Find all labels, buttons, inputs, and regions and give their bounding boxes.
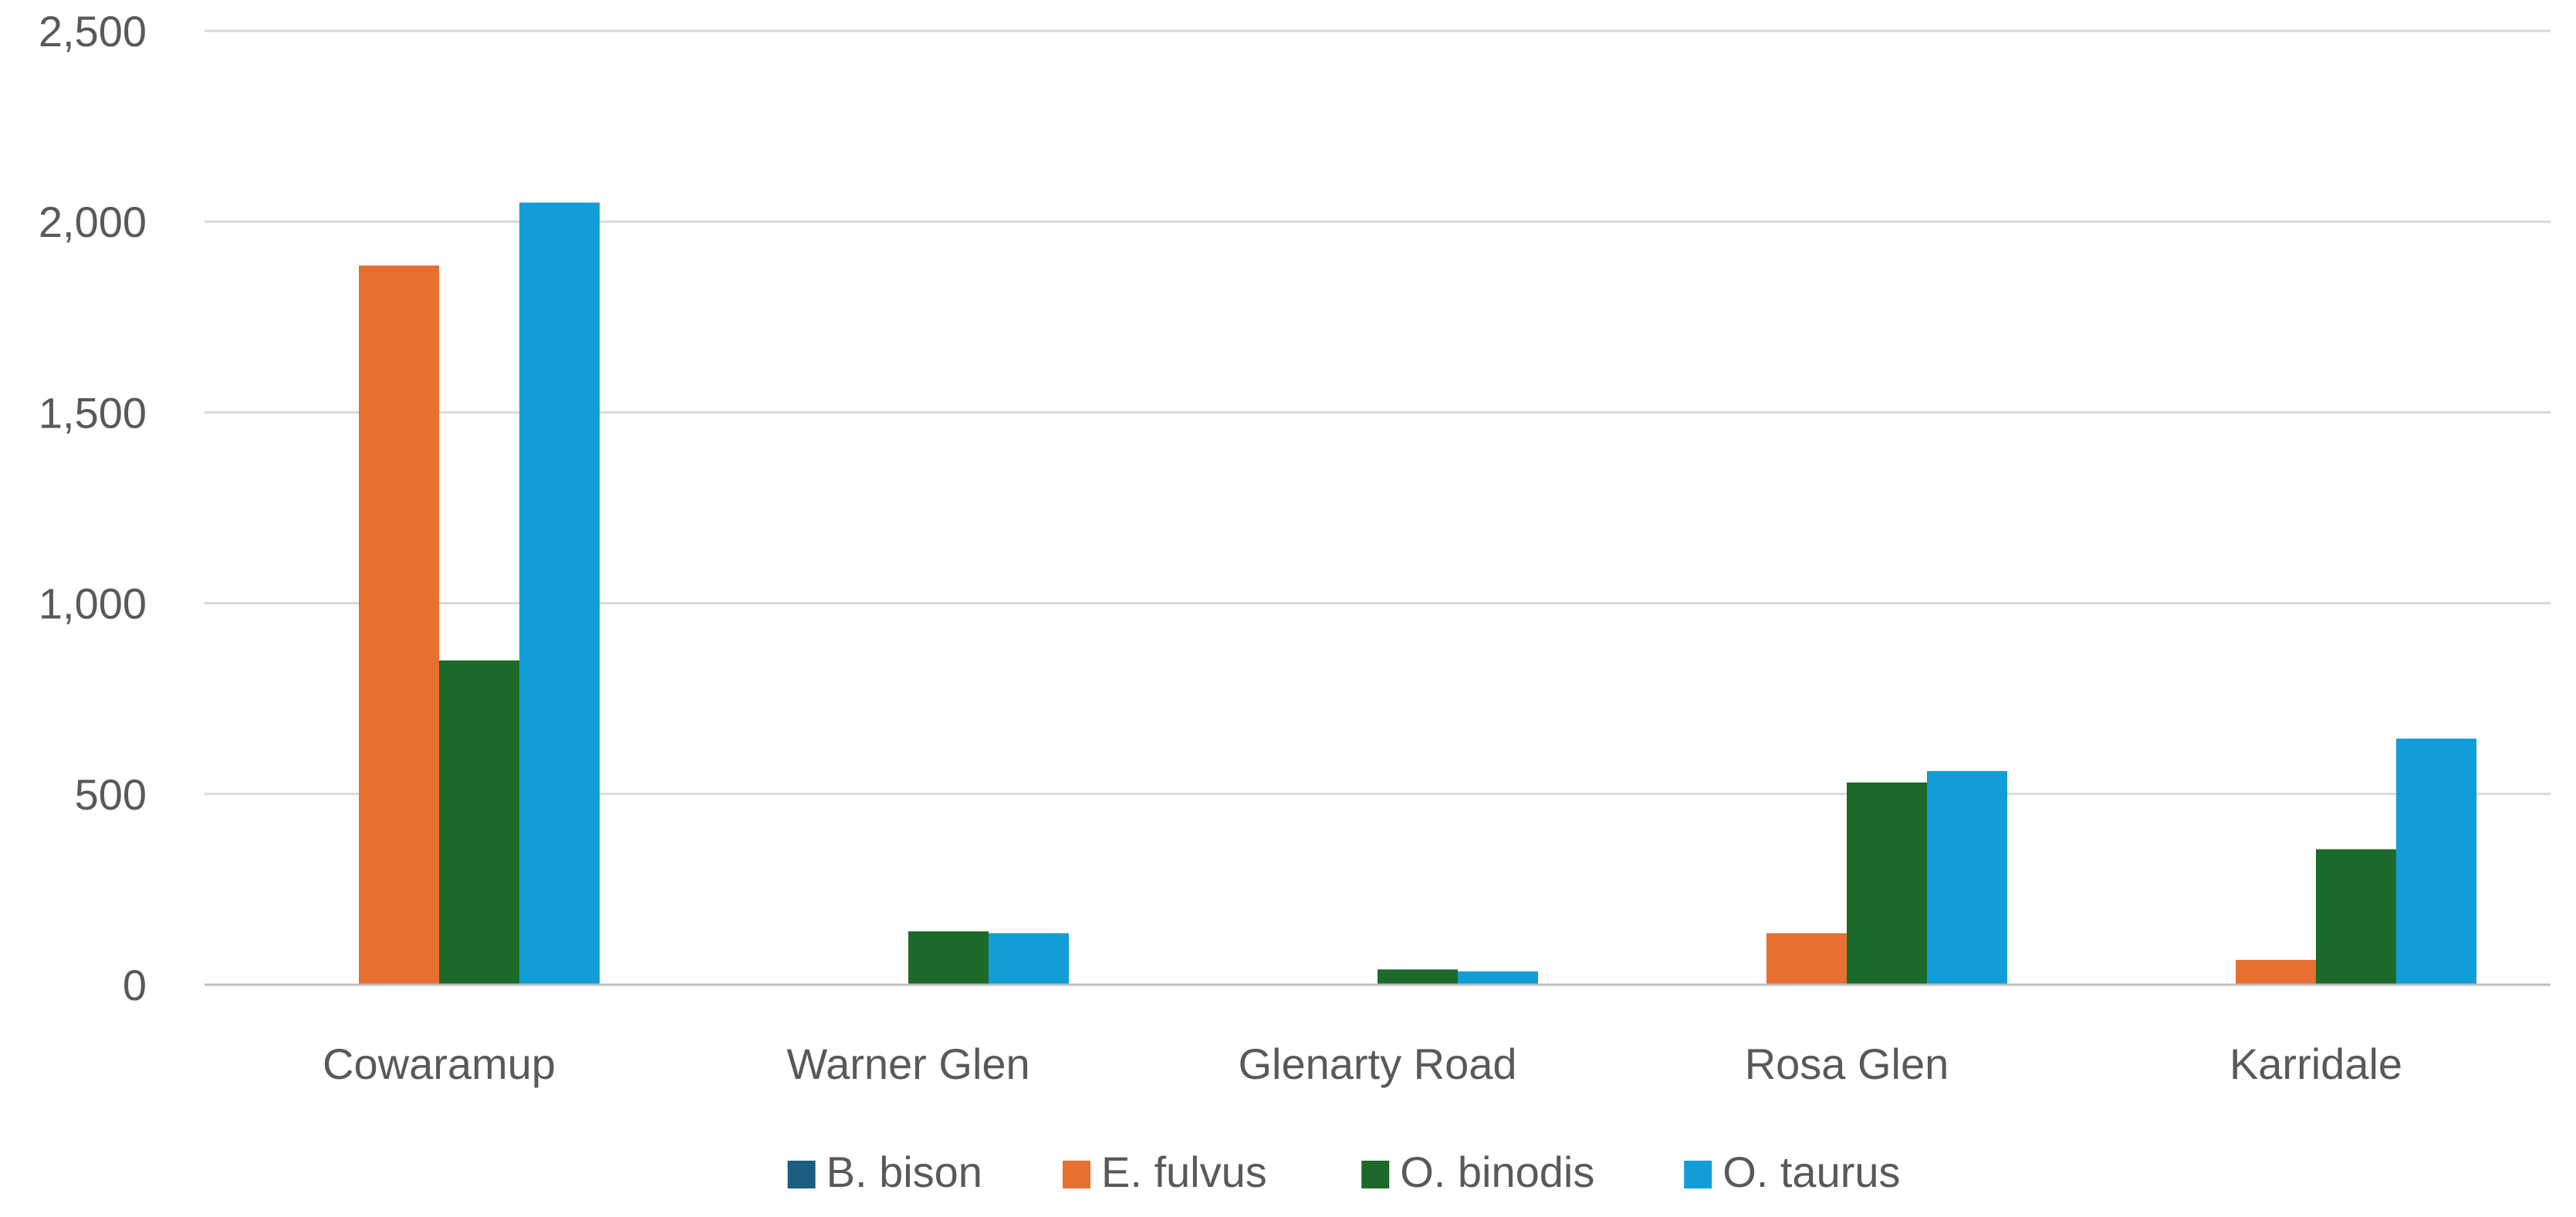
y-tick-label: 0 <box>123 961 147 1009</box>
legend: B. bison E. fulvus O. binodis O. taurus <box>787 1148 1901 1196</box>
bar-o-binodis-cowaramup <box>439 660 519 985</box>
bar-o-binodis-karridale <box>2316 849 2396 985</box>
x-tick-label: Karridale <box>2229 1040 2402 1088</box>
legend-swatch <box>1361 1161 1390 1188</box>
legend-swatch <box>1063 1161 1090 1188</box>
y-axis: 0 500 1,000 1,500 2,000 2,500 <box>39 7 147 1009</box>
legend-swatch <box>787 1161 816 1188</box>
x-tick-label: Warner Glen <box>786 1040 1029 1088</box>
bar-o-binodis-warner-glen <box>908 931 989 985</box>
bar-e-fulvus-karridale <box>2236 959 2316 985</box>
bar-o-taurus-warner-glen <box>989 933 1069 985</box>
bar-e-fulvus-cowaramup <box>359 265 439 985</box>
y-tick-label: 500 <box>75 770 147 819</box>
bar-o-taurus-cowaramup <box>519 202 600 985</box>
x-tick-label: Rosa Glen <box>1745 1040 1949 1088</box>
legend-label: E. fulvus <box>1101 1148 1267 1196</box>
bar-o-binodis-glenarty-road <box>1378 969 1458 985</box>
x-tick-label: Cowaramup <box>323 1040 556 1088</box>
bar-o-taurus-karridale <box>2396 739 2476 985</box>
y-tick-label: 2,000 <box>39 198 147 246</box>
legend-label: O. binodis <box>1400 1148 1594 1196</box>
bars <box>359 202 2476 985</box>
y-tick-label: 1,500 <box>39 388 147 437</box>
y-tick-label: 2,500 <box>39 7 147 56</box>
bar-o-taurus-rosa-glen <box>1927 771 2007 985</box>
legend-label: O. taurus <box>1722 1148 1900 1196</box>
x-axis: Cowaramup Warner Glen Glenarty Road Rosa Gl… <box>205 983 2551 1088</box>
bar-o-taurus-glenarty-road <box>1458 971 1538 985</box>
legend-label: B. bison <box>827 1148 982 1196</box>
bar-o-binodis-rosa-glen <box>1847 782 1927 985</box>
y-tick-label: 1,000 <box>39 580 147 628</box>
bar-e-fulvus-rosa-glen <box>1766 933 1847 985</box>
x-tick-label: Glenarty Road <box>1238 1040 1516 1088</box>
legend-swatch <box>1684 1161 1712 1188</box>
